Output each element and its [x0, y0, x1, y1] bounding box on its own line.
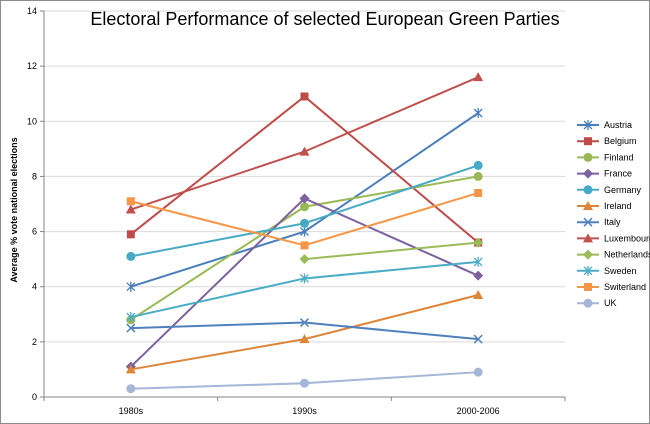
data-point-italy-1 — [299, 318, 310, 328]
y-tick-label: 2 — [32, 337, 37, 347]
legend-marker-ireland — [583, 201, 593, 210]
y-tick-label: 0 — [32, 392, 37, 402]
legend-marker-sweden — [583, 265, 593, 276]
legend-marker-finland — [583, 152, 593, 162]
data-point-luxembourg-2 — [473, 72, 484, 82]
data-point-germany-0 — [126, 251, 136, 261]
legend-label-uk: UK — [604, 298, 617, 308]
y-tick-label: 6 — [32, 227, 37, 237]
data-point-italy-0 — [126, 323, 136, 333]
legend-marker-luxembourg — [583, 233, 593, 243]
data-point-france-2 — [473, 270, 484, 281]
data-point-austria-2 — [473, 108, 483, 119]
data-point-finland-2 — [473, 171, 483, 181]
data-point-luxembourg-0 — [125, 204, 136, 214]
data-point-netherlands-1 — [299, 254, 310, 265]
legend-label-italy: Italy — [604, 217, 621, 227]
y-tick-label: 12 — [27, 61, 37, 71]
data-point-netherlands-2 — [473, 237, 484, 248]
legend-label-belgium: Belgium — [604, 136, 637, 146]
legend-label-austria: Austria — [604, 120, 632, 130]
data-point-germany-2 — [473, 160, 483, 170]
y-tick-label: 8 — [32, 171, 37, 181]
legend-label-switerland: Switerland — [604, 282, 646, 292]
data-point-luxembourg-1 — [299, 146, 310, 156]
legend-label-luxembourg: Luxembourg — [604, 233, 650, 243]
data-point-austria-0 — [126, 281, 136, 292]
data-point-switerland-2 — [474, 188, 483, 197]
legend-marker-belgium — [584, 137, 592, 146]
x-tick-label: 1980s — [119, 406, 144, 416]
data-point-switerland-0 — [126, 197, 135, 206]
y-tick-label: 4 — [32, 282, 37, 292]
data-point-austria-1 — [300, 226, 309, 237]
x-tick-label: 1990s — [292, 406, 317, 416]
data-point-uk-0 — [126, 384, 136, 394]
legend-label-france: France — [604, 169, 632, 179]
data-point-belgium-0 — [126, 230, 135, 239]
legend-marker-france — [583, 168, 593, 179]
data-point-sweden-0 — [126, 312, 136, 323]
legend-label-sweden: Sweden — [604, 266, 637, 276]
data-point-germany-1 — [300, 218, 309, 228]
y-tick-label: 14 — [27, 6, 37, 16]
data-point-ireland-2 — [473, 289, 484, 299]
data-point-sweden-2 — [473, 256, 483, 267]
data-point-france-1 — [299, 193, 310, 204]
data-point-uk-2 — [473, 367, 483, 377]
data-point-uk-1 — [300, 378, 309, 388]
data-point-switerland-1 — [300, 241, 309, 250]
data-point-italy-2 — [473, 334, 483, 344]
data-point-ireland-0 — [125, 364, 136, 374]
legend-marker-italy — [583, 217, 593, 227]
legend-marker-switerland — [584, 283, 592, 291]
legend-marker-germany — [583, 185, 593, 195]
legend-label-netherlands: Netherlands — [604, 250, 650, 260]
series-line-netherlands — [304, 241, 479, 261]
chart-title: Electoral Performance of selected Europe… — [90, 9, 560, 29]
data-point-ireland-1 — [299, 334, 310, 344]
data-point-finland-1 — [300, 202, 309, 212]
data-point-belgium-1 — [300, 92, 309, 101]
legend-label-finland: Finland — [604, 152, 634, 162]
x-tick-label: 2000-2006 — [457, 406, 500, 416]
legend-marker-netherlands — [583, 249, 593, 260]
legend-label-germany: Germany — [604, 185, 642, 195]
legend-marker-uk — [583, 298, 593, 308]
legend-label-ireland: Ireland — [604, 201, 632, 211]
data-point-sweden-1 — [300, 273, 309, 284]
y-tick-label: 10 — [27, 116, 37, 126]
legend-marker-austria — [583, 120, 593, 130]
